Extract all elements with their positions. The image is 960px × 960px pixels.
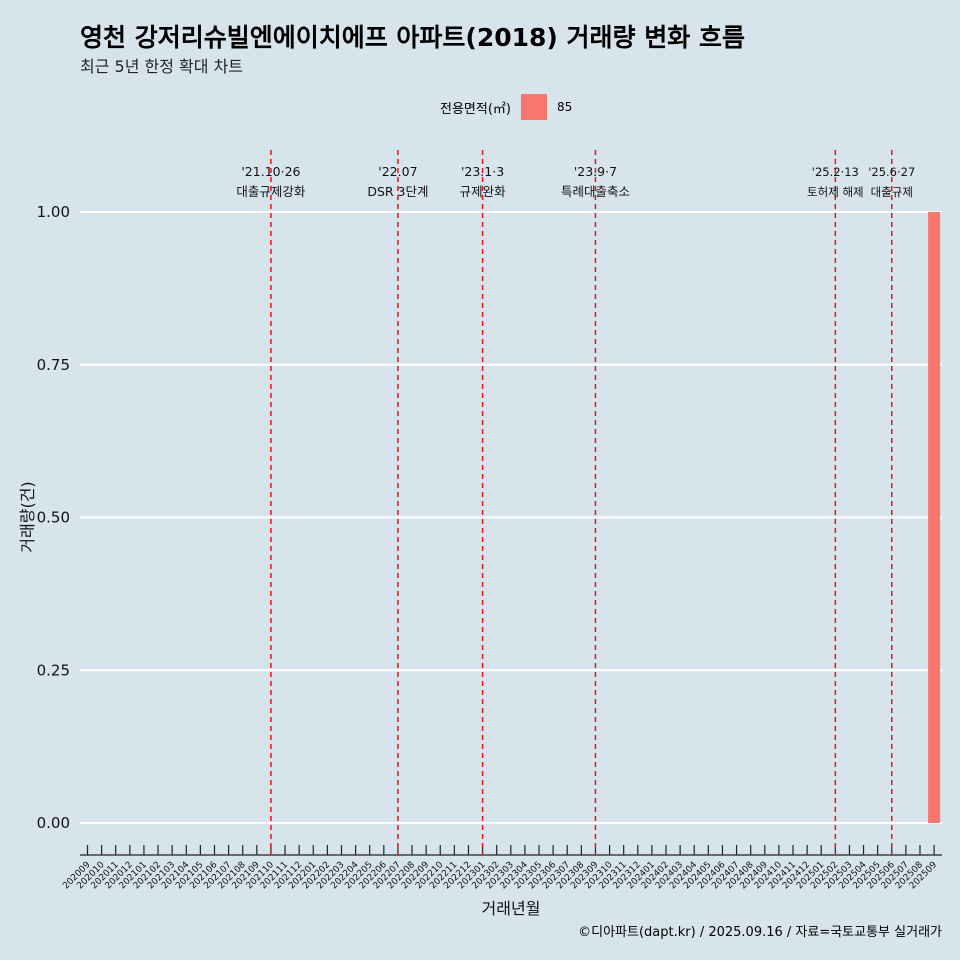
y-tick-label: 0.75 (37, 356, 70, 374)
legend: 전용면적(㎡) 85 (440, 93, 572, 121)
event-date: '25.2·13 (812, 165, 859, 179)
y-axis-title: 거래량(건) (18, 481, 37, 552)
chart-title: 영천 강저리슈빌엔에이치에프 아파트(2018) 거래량 변화 흐름 (80, 23, 745, 52)
event-label: DSR 3단계 (367, 184, 428, 199)
x-axis-title: 거래년월 (482, 899, 541, 918)
event-date: '25.6·27 (868, 165, 915, 179)
event-label: 대출규제강화 (236, 184, 306, 199)
event-label: 대출규제 (871, 185, 913, 199)
source-caption: ©디아파트(dapt.kr) / 2025.09.16 / 자료=국토교통부 실… (578, 925, 942, 940)
event-date: '22.07 (378, 164, 417, 179)
event-label: 토허제 해제 (807, 185, 864, 199)
event-date: '23.1·3 (461, 164, 504, 179)
bar (928, 212, 941, 823)
event-date: '21.10·26 (241, 164, 300, 179)
y-tick-label: 0.25 (37, 661, 70, 679)
y-tick-label: 0.50 (37, 509, 70, 527)
legend-swatch (520, 94, 547, 120)
event-date: '23.9·7 (574, 164, 617, 179)
legend-item: 85 (556, 100, 573, 114)
y-tick-label: 1.00 (37, 203, 70, 221)
legend-title: 전용면적(㎡) (440, 101, 511, 117)
chart-subtitle: 최근 5년 한정 확대 차트 (80, 57, 244, 76)
event-label: 규제완화 (460, 184, 507, 199)
event-label: 특례대출축소 (561, 184, 630, 199)
y-tick-label: 0.00 (37, 814, 70, 832)
